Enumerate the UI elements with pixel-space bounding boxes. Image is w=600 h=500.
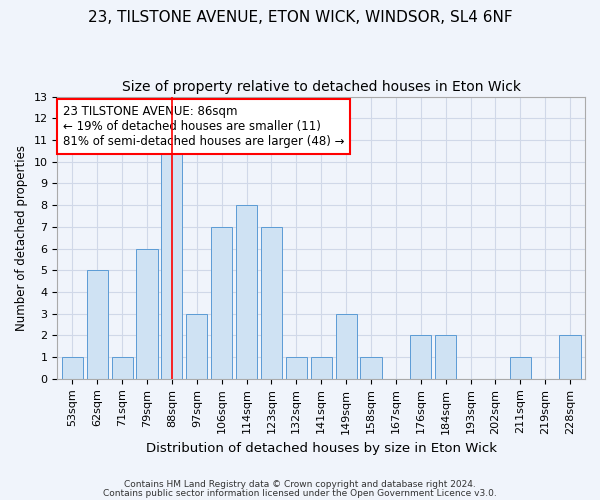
Bar: [186, 314, 208, 379]
Title: Size of property relative to detached houses in Eton Wick: Size of property relative to detached ho…: [122, 80, 521, 94]
Text: 23 TILSTONE AVENUE: 86sqm
← 19% of detached houses are smaller (11)
81% of semi-: 23 TILSTONE AVENUE: 86sqm ← 19% of detac…: [62, 105, 344, 148]
Bar: [335, 314, 356, 379]
Bar: [86, 270, 108, 379]
Text: Contains HM Land Registry data © Crown copyright and database right 2024.: Contains HM Land Registry data © Crown c…: [124, 480, 476, 489]
Bar: [211, 227, 232, 379]
Bar: [311, 357, 332, 379]
Bar: [510, 357, 531, 379]
Bar: [361, 357, 382, 379]
Bar: [112, 357, 133, 379]
X-axis label: Distribution of detached houses by size in Eton Wick: Distribution of detached houses by size …: [146, 442, 497, 455]
Bar: [559, 336, 581, 379]
Text: Contains public sector information licensed under the Open Government Licence v3: Contains public sector information licen…: [103, 488, 497, 498]
Bar: [62, 357, 83, 379]
Bar: [286, 357, 307, 379]
Bar: [261, 227, 282, 379]
Bar: [435, 336, 456, 379]
Text: 23, TILSTONE AVENUE, ETON WICK, WINDSOR, SL4 6NF: 23, TILSTONE AVENUE, ETON WICK, WINDSOR,…: [88, 10, 512, 25]
Bar: [410, 336, 431, 379]
Bar: [236, 205, 257, 379]
Bar: [136, 248, 158, 379]
Y-axis label: Number of detached properties: Number of detached properties: [15, 144, 28, 330]
Bar: [161, 140, 182, 379]
